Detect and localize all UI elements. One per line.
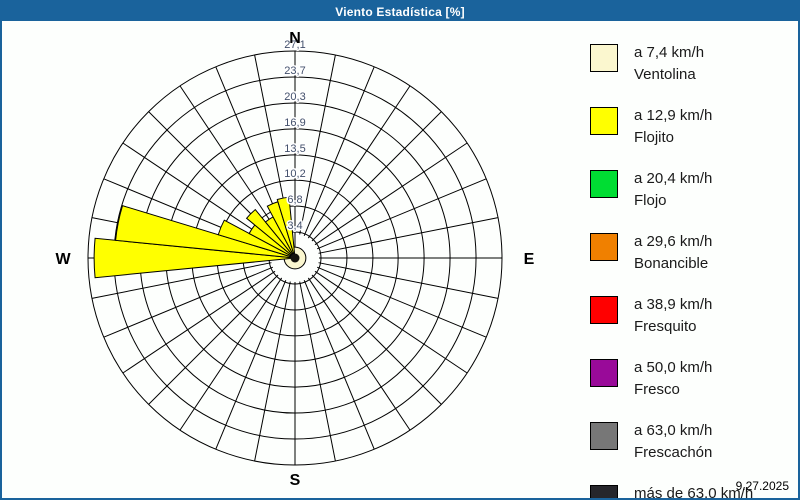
wind-rose-chart: 3,4 6,8 10,2 13,5 16,9 20,3 23,7 27,1N E S W <box>55 30 535 489</box>
polar-sector-line <box>307 277 411 431</box>
legend-speed: más de 63,0 km/h <box>634 485 754 500</box>
polar-sector-line <box>91 262 272 299</box>
legend-item: a 50,0 km/h Fresco <box>590 357 790 401</box>
polar-sector-line <box>179 277 283 431</box>
radial-tick-label: 3,4 <box>287 220 302 232</box>
radial-tick-label: 6,8 <box>287 194 302 206</box>
date-label: 9.27.2025 <box>735 479 789 493</box>
polar-sector-line <box>316 266 487 338</box>
radial-tick-label: 13,5 <box>284 143 305 155</box>
polar-sector-line <box>318 217 499 254</box>
polar-sector-line <box>179 85 283 239</box>
window-title: Viento Estadística [%] <box>335 4 465 19</box>
legend-name: Flojo <box>634 192 667 209</box>
legend-item: a 38,9 km/h Fresquito <box>590 294 790 338</box>
legend-swatch-frescachon <box>590 422 618 450</box>
radial-tick-label: 20,3 <box>284 91 305 103</box>
polar-sector-line <box>122 270 276 374</box>
polar-ring <box>87 50 503 466</box>
windrose-wedge-WbN <box>115 205 296 259</box>
legend-swatch-flojo <box>590 170 618 198</box>
legend-speed: a 12,9 km/h <box>634 107 713 124</box>
polar-sector-line <box>311 274 442 405</box>
legend-speed: a 7,4 km/h <box>634 44 705 61</box>
legend-name: Frescachón <box>634 444 713 461</box>
legend-item: más de 63,0 km/h Temporal <box>590 483 790 500</box>
cardinal-label-s: S <box>290 472 301 489</box>
polar-sector-line <box>254 281 291 462</box>
legend-speed: a 38,9 km/h <box>634 296 713 313</box>
legend-name: Bonancible <box>634 255 709 272</box>
polar-sector-line <box>303 66 375 237</box>
polar-sector-line <box>299 281 336 462</box>
polar-sector-line <box>303 279 375 450</box>
polar-sector-line <box>299 54 336 235</box>
windrose-wedge-W <box>93 237 296 279</box>
legend-item: a 12,9 km/h Flojito <box>590 105 790 149</box>
legend-name: Flojito <box>634 129 675 146</box>
legend-item: a 63,0 km/h Frescachón <box>590 420 790 464</box>
legend-item: a 20,4 km/h Flojo <box>590 168 790 212</box>
legend-speed: a 50,0 km/h <box>634 359 713 376</box>
polar-sector-line <box>103 266 274 338</box>
polar-sector-line <box>215 279 287 450</box>
polar-sector-line <box>318 262 499 299</box>
legend-name: Fresquito <box>634 318 697 335</box>
window-title-bar[interactable]: Viento Estadística [%] <box>2 2 798 21</box>
radial-tick-label: 16,9 <box>284 117 305 129</box>
polar-sector-line <box>307 85 411 239</box>
cardinal-label-w: W <box>55 251 71 268</box>
legend-item: a 29,6 km/h Bonancible <box>590 231 790 275</box>
legend-item: a 7,4 km/h Ventolina <box>590 42 790 86</box>
center-dot <box>290 253 300 263</box>
legend-swatch-flojito <box>590 107 618 135</box>
legend-name: Fresco <box>634 381 680 398</box>
radial-tick-label: 23,7 <box>284 65 305 77</box>
polar-sector-line <box>314 142 468 246</box>
legend-speed: a 63,0 km/h <box>634 422 713 439</box>
polar-sector-line <box>148 274 279 405</box>
radial-tick-label: 27,1 <box>284 39 305 51</box>
legend-swatch-bonancible <box>590 233 618 261</box>
windrose-wedge-WNW <box>217 219 296 259</box>
polar-sector-line <box>314 270 468 374</box>
legend-speed: a 20,4 km/h <box>634 170 713 187</box>
polar-sector-line <box>311 111 442 242</box>
legend-swatch-fresco <box>590 359 618 387</box>
legend-swatch-ventolina <box>590 44 618 72</box>
legend-swatch-temporal <box>590 485 618 498</box>
chart-area: 3,4 6,8 10,2 13,5 16,9 20,3 23,7 27,1 N E S W a 7,4… <box>2 21 798 498</box>
cardinal-label-n: N <box>289 30 301 47</box>
windrose-wedge-NW <box>245 208 296 259</box>
polar-sector-line <box>122 142 276 246</box>
legend-name: Ventolina <box>634 66 696 83</box>
radial-tick-label: 10,2 <box>284 168 305 180</box>
windrose-wedge-NbW <box>276 196 296 259</box>
polar-sector-line <box>316 178 487 250</box>
legend: a 7,4 km/h Ventolina a 12,9 km/h Flojito… <box>590 42 790 500</box>
legend-speed: a 29,6 km/h <box>634 233 713 250</box>
legend-swatch-fresquito <box>590 296 618 324</box>
cardinal-label-e: E <box>524 251 535 268</box>
